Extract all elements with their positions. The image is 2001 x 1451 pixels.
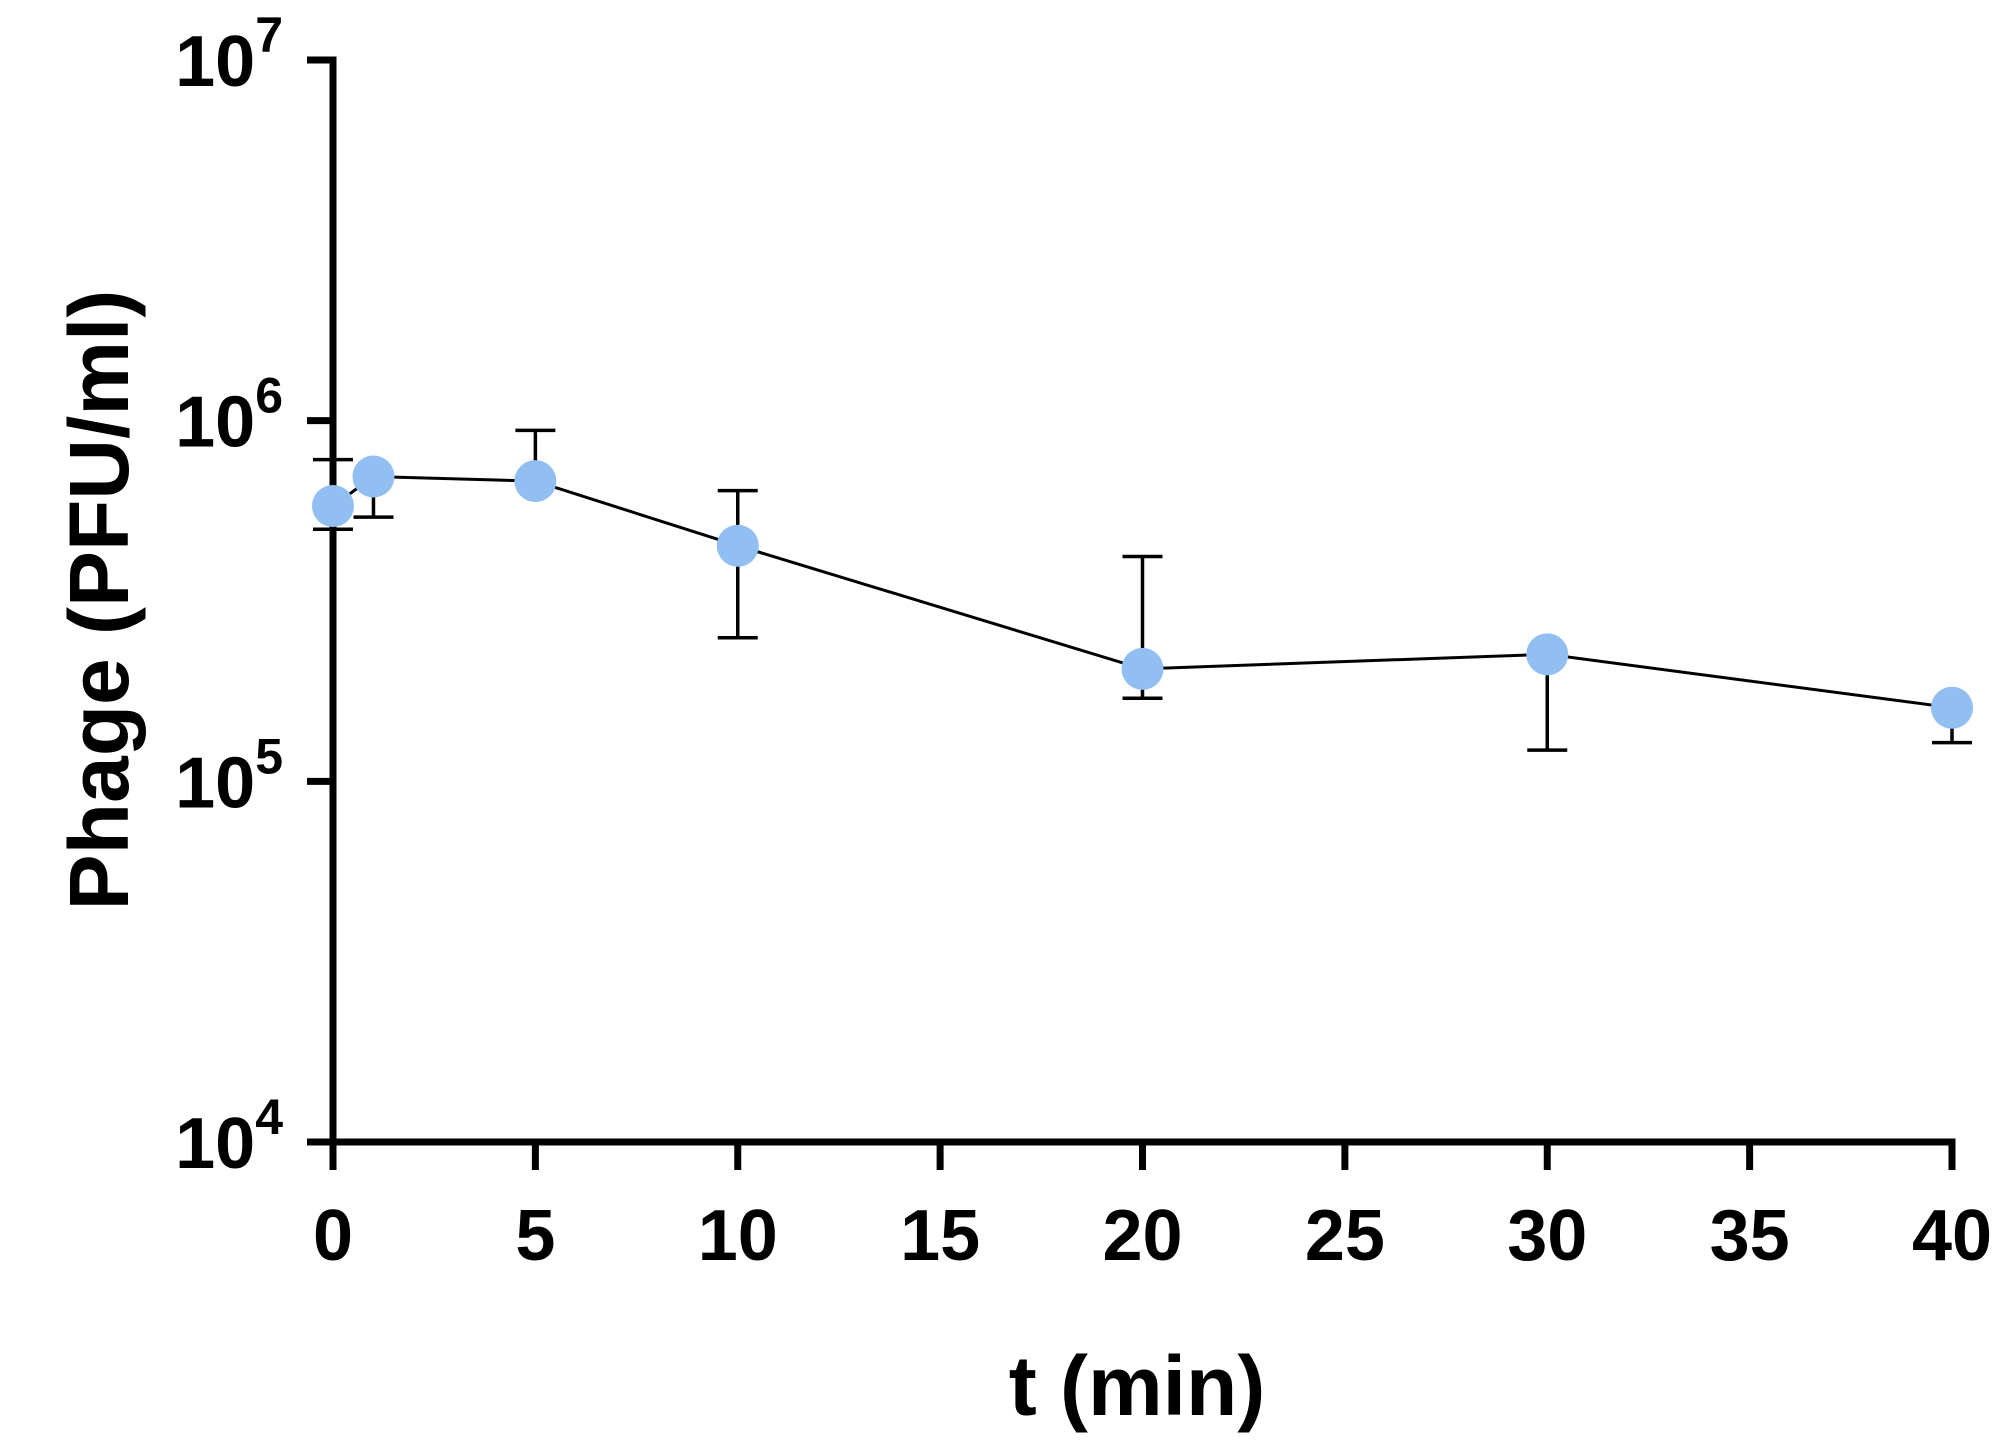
data-point [716, 524, 759, 567]
x-tick-label: 40 [1912, 1196, 1992, 1276]
x-axis-title: t (min) [1009, 1339, 1266, 1433]
data-point [1121, 647, 1164, 690]
x-tick-label: 25 [1305, 1196, 1385, 1276]
data-point [312, 484, 354, 527]
data-point [514, 460, 557, 503]
y-tick-label: 106 [175, 368, 283, 463]
x-tick-label: 10 [698, 1196, 778, 1276]
y-tick-label: 107 [175, 7, 283, 102]
y-tick-label: 105 [175, 728, 283, 823]
data-point [352, 455, 395, 498]
x-tick-label: 20 [1102, 1196, 1182, 1276]
y-axis-ticks: 104 105 106 107 [175, 7, 333, 1184]
x-tick-label: 35 [1710, 1196, 1790, 1276]
x-axis-ticks: 0 5 10 15 20 25 30 35 40 [313, 1142, 1992, 1276]
data-point [1526, 633, 1569, 676]
y-tick-label: 104 [175, 1089, 283, 1184]
x-tick-label: 15 [900, 1196, 980, 1276]
y-axis-title: Phage (PFU/ml) [52, 290, 146, 911]
x-tick-label: 30 [1507, 1196, 1587, 1276]
x-tick-label: 0 [313, 1196, 353, 1276]
data-series [312, 428, 1973, 752]
x-tick-label: 5 [515, 1196, 555, 1276]
data-point [1931, 686, 1973, 729]
